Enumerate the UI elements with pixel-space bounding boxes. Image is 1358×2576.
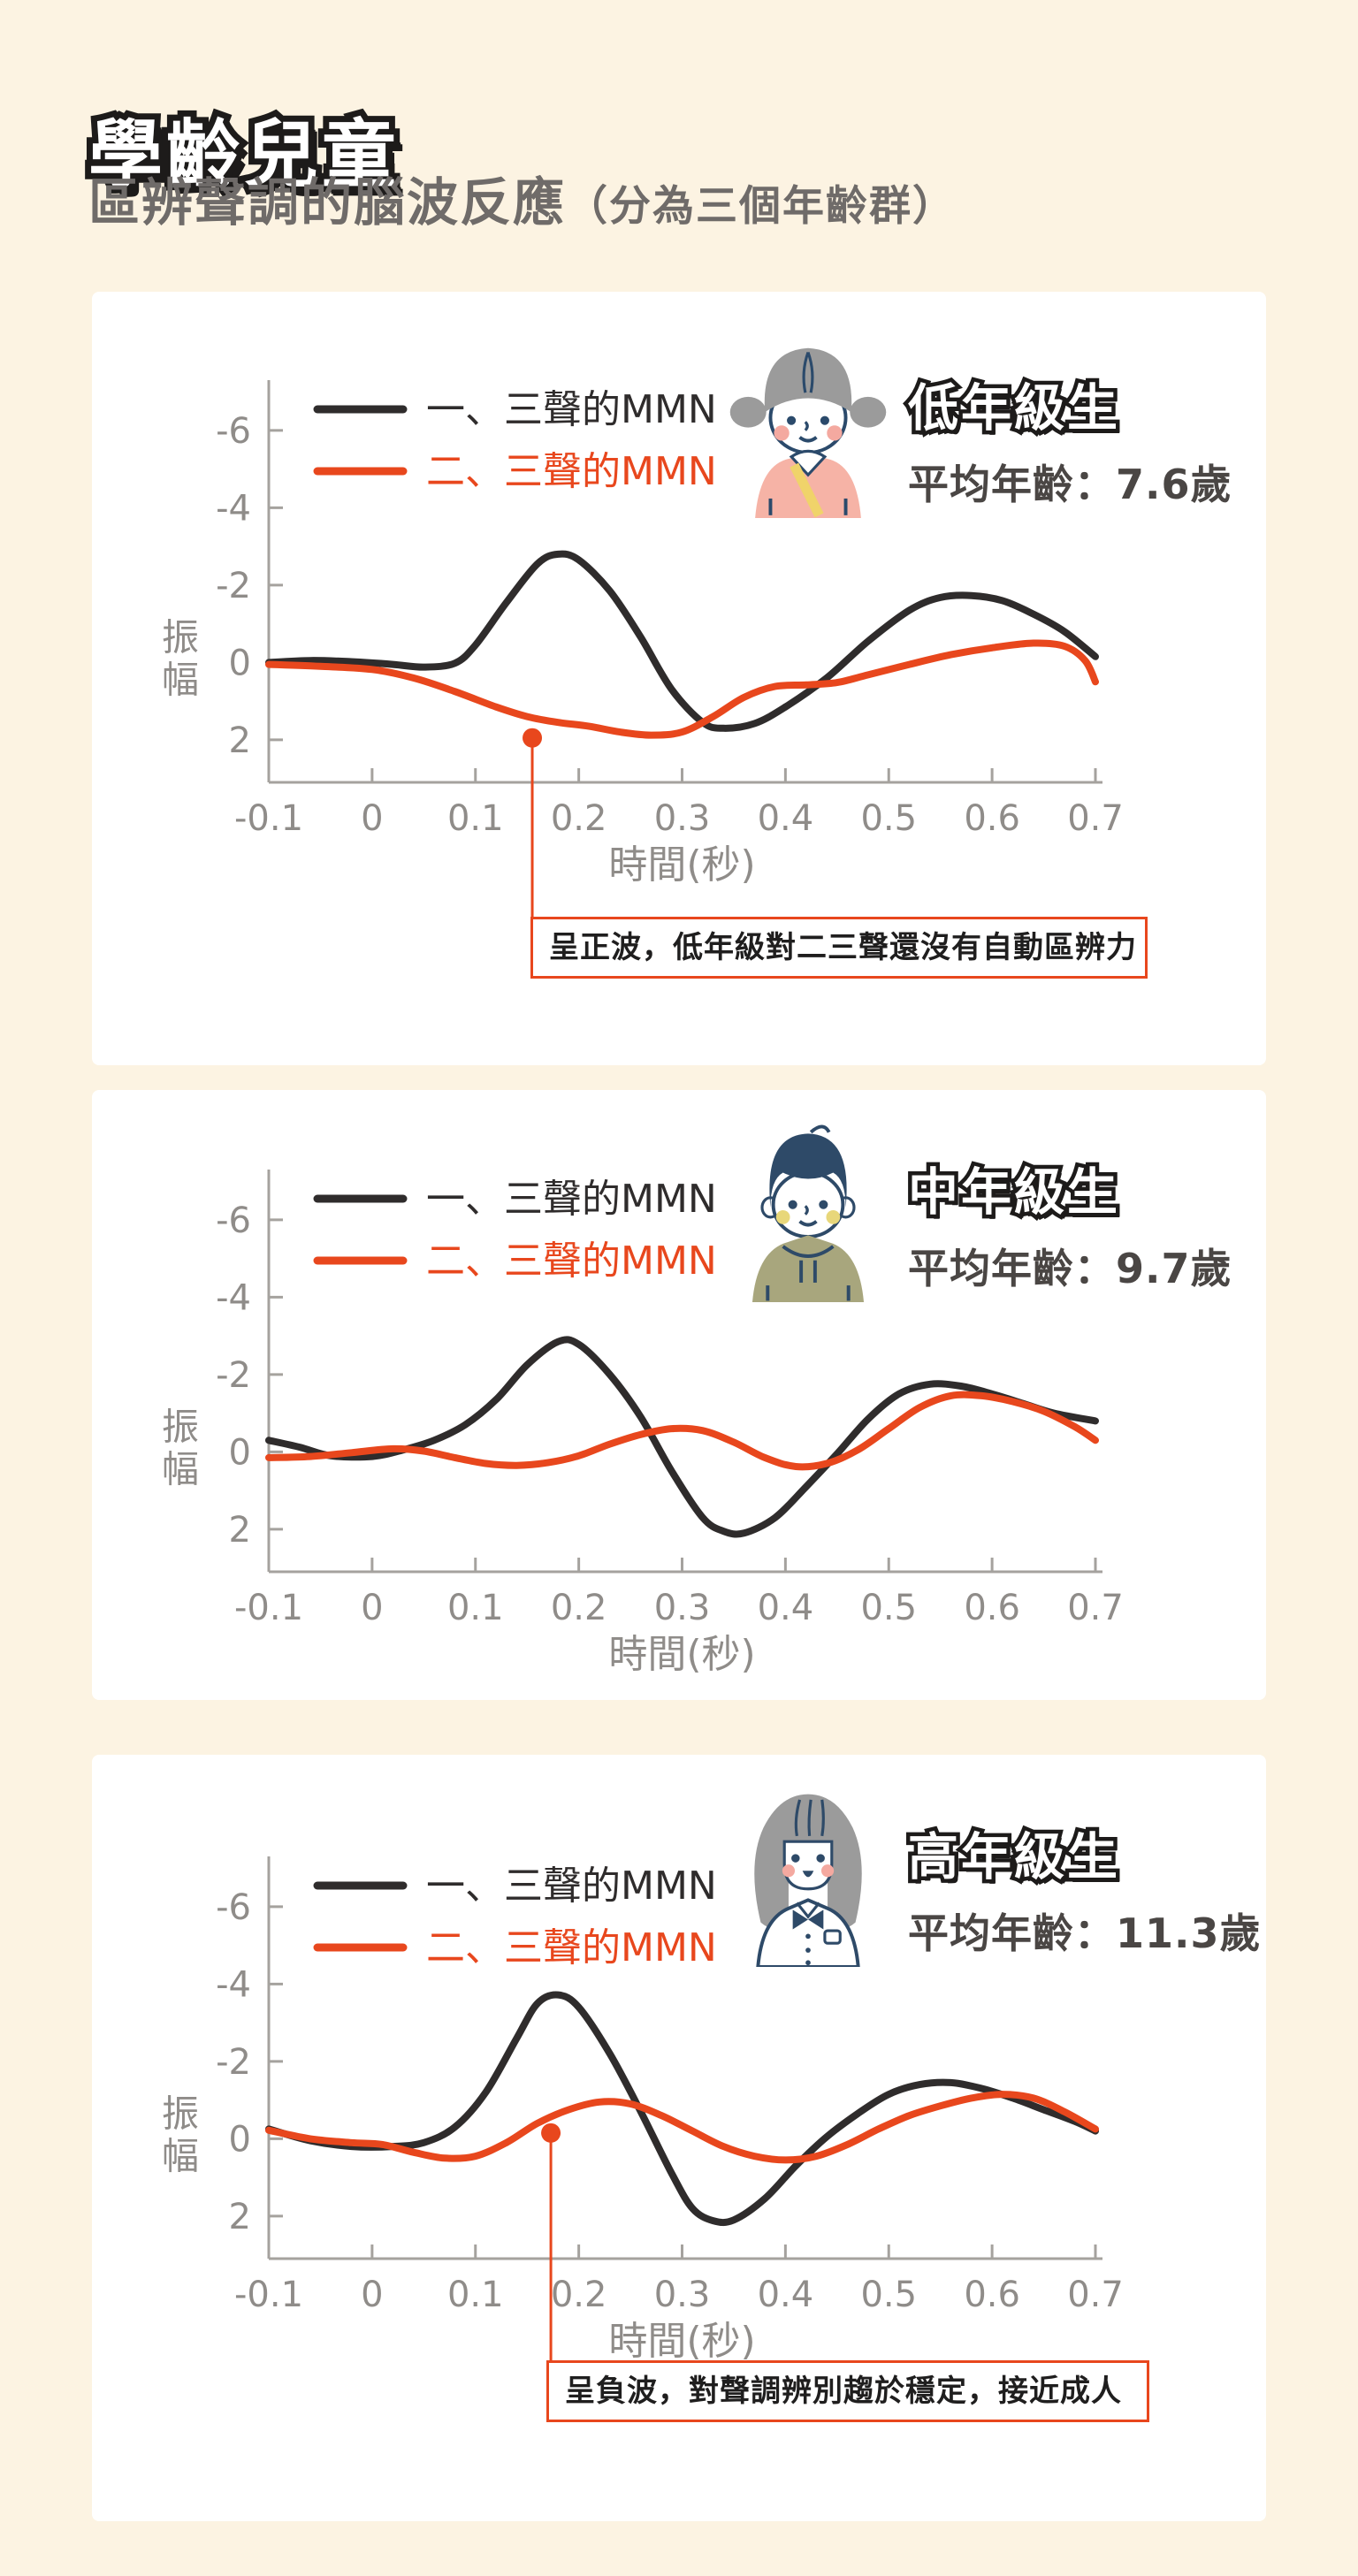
y-tick-label: -2	[216, 1355, 251, 1396]
card-mid-grade: -6 -4 -2 0 2 振幅 -0.1 0 0.1 0.2 0.3 0.4 0.5 0.6 0.7 時間(秒…	[92, 1090, 1266, 1700]
y-axis-title: 幅	[162, 2134, 199, 2177]
x-tick-label: 0.2	[551, 798, 607, 839]
series-line-0	[265, 1336, 1099, 1538]
legend-label-0: 一、三聲的MMN	[426, 1177, 717, 1222]
erp-line-chart: -6 -4 -2 0 2 振幅 -0.1 0 0.1 0.2 0.3 0.4 0.5 0.6 0.7 時間(秒…	[162, 1170, 1124, 1677]
x-tick-label: 0.5	[860, 1588, 917, 1628]
y-tick-label: -4	[216, 1277, 251, 1318]
grade-label: 中年級生	[908, 1152, 1232, 1224]
series-line-1	[265, 1391, 1099, 1471]
x-tick-label: 0.6	[964, 798, 1020, 839]
x-tick-label: -0.1	[234, 1588, 303, 1628]
x-tick-label: 0.2	[551, 1588, 607, 1628]
x-tick-label: 0.4	[758, 798, 814, 839]
legend-label-0: 一、三聲的MMN	[426, 1863, 717, 1909]
y-axis-title: 振	[162, 615, 199, 659]
persona-mid-grade: 中年級生 平均年齡：9.7歲	[724, 1118, 1232, 1302]
card-high-grade: -6 -4 -2 0 2 振幅 -0.1 0 0.1 0.2 0.3 0.4 0.5 0.6 0.7 時間(秒…	[92, 1755, 1266, 2521]
chart-high-grade: -6 -4 -2 0 2 振幅 -0.1 0 0.1 0.2 0.3 0.4 0.5 0.6 0.7 時間(秒…	[92, 1817, 1215, 2368]
page-title: 學齡兒童	[88, 95, 400, 202]
y-tick-label: 2	[229, 1510, 251, 1551]
y-tick-label: 0	[229, 2119, 251, 2160]
y-tick-label: -4	[216, 1964, 251, 2005]
x-tick-label: 0.4	[758, 1588, 814, 1628]
card-low-grade: -6 -4 -2 0 2 振幅 -0.1 0 0.1 0.2 0.3 0.4 0.5 0.6 0.7 時間(秒…	[92, 292, 1266, 1065]
page-subtitle: 區辨聲調的腦波反應（分為三個年齡群）	[88, 161, 956, 235]
series-line-1	[265, 639, 1099, 739]
x-tick-label: 0.5	[860, 2275, 917, 2315]
legend-label-1: 二、三聲的MMN	[426, 449, 717, 494]
x-axis-title: 時間(秒)	[608, 2319, 755, 2364]
legend-label-1: 二、三聲的MMN	[426, 1238, 717, 1284]
x-tick-label: 0.4	[758, 2275, 814, 2315]
chart-low-grade: -6 -4 -2 0 2 振幅 -0.1 0 0.1 0.2 0.3 0.4 0.5 0.6 0.7 時間(秒…	[92, 340, 1215, 926]
persona-low-grade: 低年級生 平均年齡：7.6歲	[724, 334, 1232, 518]
x-axis-title: 時間(秒)	[608, 842, 755, 888]
y-tick-label: 0	[229, 643, 251, 683]
y-axis-title: 振	[162, 2092, 199, 2135]
x-tick-label: 0.2	[551, 2275, 607, 2315]
average-age-label: 平均年齡：7.6歲	[908, 461, 1232, 508]
x-tick-label: 0.7	[1067, 2275, 1124, 2315]
y-tick-label: -6	[216, 411, 251, 452]
persona-labels: 中年級生 平均年齡：9.7歲	[908, 1118, 1232, 1295]
older-girl-avatar	[754, 1794, 862, 1967]
x-tick-label: 0.1	[447, 1588, 504, 1628]
series-line-1	[265, 2091, 1099, 2164]
x-tick-label: 0.3	[654, 2275, 711, 2315]
y-tick-label: 2	[229, 720, 251, 761]
annotation-marker	[523, 728, 543, 748]
series-line-0	[265, 1991, 1099, 2227]
x-tick-label: 0.3	[654, 798, 711, 839]
average-age-label: 平均年齡：11.3歲	[908, 1909, 1262, 1957]
y-tick-label: -6	[216, 1200, 251, 1241]
y-tick-label: 2	[229, 2197, 251, 2237]
series-line-0	[265, 550, 1099, 732]
x-tick-label: 0.5	[860, 798, 917, 839]
x-tick-label: 0.1	[447, 798, 504, 839]
persona-high-grade: 高年級生 平均年齡：11.3歲	[724, 1783, 1262, 1967]
younger-girl-avatar	[729, 347, 887, 518]
x-tick-label: 0	[361, 798, 383, 839]
erp-line-chart: -6 -4 -2 0 2 振幅 -0.1 0 0.1 0.2 0.3 0.4 0.5 0.6 0.7 時間(秒…	[162, 1856, 1124, 2364]
x-tick-label: 0.6	[964, 2275, 1020, 2315]
grade-label: 高年級生	[908, 1817, 1262, 1889]
x-tick-label: 0.1	[447, 2275, 504, 2315]
x-tick-label: 0.7	[1067, 798, 1124, 839]
x-tick-label: -0.1	[234, 2275, 303, 2315]
x-tick-label: 0	[361, 1588, 383, 1628]
y-axis-title: 幅	[162, 658, 199, 701]
x-tick-label: 0	[361, 2275, 383, 2315]
x-tick-label: 0.7	[1067, 1588, 1124, 1628]
y-tick-label: 0	[229, 1432, 251, 1473]
boy-avatar	[751, 1124, 865, 1302]
subtitle-text: 區辨聲調的腦波反應	[88, 172, 567, 232]
x-tick-label: -0.1	[234, 798, 303, 839]
y-axis-title: 幅	[162, 1447, 199, 1490]
legend-label-0: 一、三聲的MMN	[426, 387, 717, 432]
annotation-marker	[541, 2123, 561, 2143]
annotation-positive-wave: 呈正波，低年級對二三聲還沒有自動區辨力	[530, 917, 1148, 979]
annotation-negative-wave: 呈負波，對聲調辨別趨於穩定，接近成人	[546, 2360, 1149, 2422]
y-axis-title: 振	[162, 1405, 199, 1448]
y-tick-label: -2	[216, 2042, 251, 2083]
legend-label-1: 二、三聲的MMN	[426, 1925, 717, 1970]
subtitle-note: （分為三個年齡群）	[566, 182, 957, 231]
chart-mid-grade: -6 -4 -2 0 2 振幅 -0.1 0 0.1 0.2 0.3 0.4 0.5 0.6 0.7 時間(秒…	[92, 1130, 1215, 1686]
y-tick-label: -6	[216, 1887, 251, 1928]
x-axis-title: 時間(秒)	[608, 1632, 755, 1677]
average-age-label: 平均年齡：9.7歲	[908, 1245, 1232, 1292]
x-tick-label: 0.3	[654, 1588, 711, 1628]
x-tick-label: 0.6	[964, 1588, 1020, 1628]
y-tick-label: -4	[216, 488, 251, 529]
erp-line-chart: -6 -4 -2 0 2 振幅 -0.1 0 0.1 0.2 0.3 0.4 0.5 0.6 0.7 時間(秒…	[162, 380, 1124, 917]
grade-label: 低年級生	[908, 368, 1232, 440]
y-tick-label: -2	[216, 566, 251, 606]
persona-labels: 高年級生 平均年齡：11.3歲	[908, 1783, 1262, 1960]
persona-labels: 低年級生 平均年齡：7.6歲	[908, 334, 1232, 511]
